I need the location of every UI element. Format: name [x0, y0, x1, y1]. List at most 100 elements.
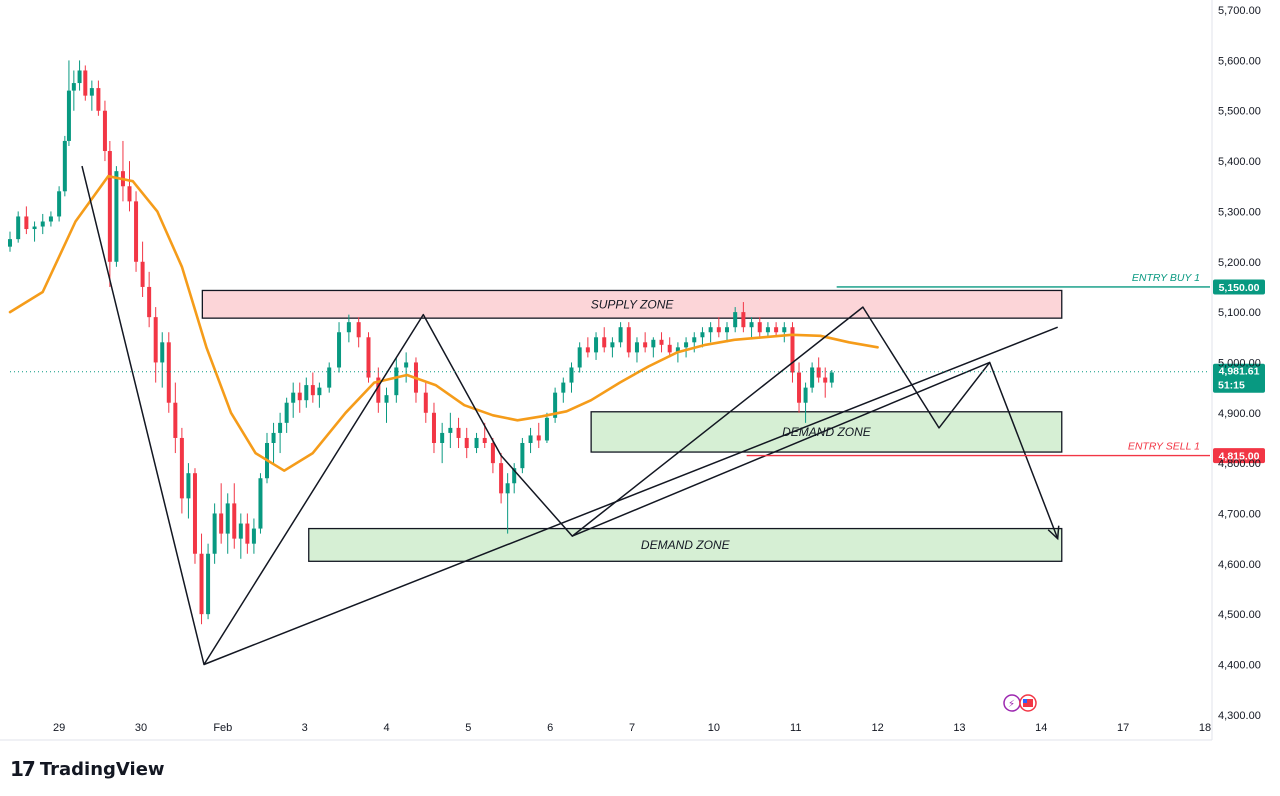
candle-body: [153, 317, 158, 363]
entry-sell-label: ENTRY SELL 1: [1128, 441, 1200, 453]
candle-body: [782, 327, 787, 333]
candle-body: [675, 347, 680, 353]
tradingview-logo-icon: 17: [10, 757, 36, 781]
candle-body: [765, 327, 770, 333]
x-tick-label: 18: [1199, 722, 1211, 734]
candle-body: [71, 83, 76, 91]
x-tick-label: 5: [465, 722, 471, 734]
candle-body: [569, 367, 574, 383]
candle-body: [618, 327, 623, 343]
candle-body: [238, 523, 243, 539]
candle-body: [456, 427, 461, 438]
supply-zone-label: SUPPLY ZONE: [591, 297, 675, 311]
candle-body: [700, 332, 705, 338]
candle-body: [797, 372, 802, 403]
candle-body: [304, 385, 309, 401]
candle-body: [327, 367, 332, 388]
candle-body: [173, 402, 178, 438]
candle-body: [774, 327, 779, 333]
candle-body: [553, 392, 558, 418]
candle-body: [212, 513, 217, 554]
candle-body: [140, 261, 145, 287]
candle-body: [245, 523, 250, 544]
entry-lines-layer: ENTRY BUY 1 5,150.00 ENTRY SELL 1 4,815.00 4…: [10, 272, 1265, 464]
x-tick-label: 30: [135, 722, 147, 734]
candle-body: [384, 395, 389, 403]
candle-body: [284, 402, 289, 423]
x-tick-label: 11: [790, 722, 801, 734]
y-tick-label: 4,800.00: [1218, 458, 1261, 470]
candle-body: [206, 553, 211, 615]
candle-body: [512, 468, 517, 484]
entry-sell-price-badge: [1213, 448, 1265, 464]
x-tick-label: 13: [953, 722, 965, 734]
demand-zone-box: [590, 411, 1063, 453]
candle-body: [659, 339, 664, 345]
candle-body: [134, 201, 139, 262]
candle-body: [643, 342, 648, 348]
candle-body: [536, 435, 541, 441]
candle-body: [24, 216, 29, 230]
candle-body: [667, 344, 672, 353]
candle-body: [634, 342, 639, 353]
y-tick-label: 5,700.00: [1218, 5, 1261, 17]
candle-body: [8, 239, 12, 247]
candle-body: [147, 286, 152, 318]
candle-countdown-text: 51:15: [1218, 380, 1245, 392]
candle-body: [829, 372, 834, 383]
arrow-head-icon: [1047, 525, 1060, 541]
moving-average-line: [8, 174, 879, 473]
x-axis[interactable]: 29 30 Feb 3 4 5 6 7 10 11 12 13 14 17 18: [53, 722, 1211, 734]
y-axis[interactable]: 5,700.00 5,600.00 5,500.00 5,400.00 5,300.00…: [1218, 5, 1261, 722]
lightning-glyph-icon: ⚡: [1008, 699, 1015, 710]
y-tick-label: 5,600.00: [1218, 55, 1261, 67]
candle-body: [48, 216, 53, 222]
demand-zone-label: DEMAND ZONE: [641, 538, 731, 552]
candle-body: [561, 382, 566, 393]
candle-body: [96, 88, 101, 111]
candle-body: [346, 322, 351, 333]
candle-body: [741, 312, 746, 328]
candle-body: [251, 528, 256, 544]
x-tick-label: 6: [547, 722, 553, 734]
x-tick-label: 4: [383, 722, 389, 734]
x-tick-label: 12: [871, 722, 883, 734]
y-tick-label: 4,300.00: [1218, 710, 1261, 722]
tradingview-logo: 17 TradingView: [10, 757, 165, 781]
candle-body: [440, 432, 445, 443]
flag-canton-icon: [1023, 699, 1027, 703]
candle-body: [404, 362, 409, 368]
candle-body: [577, 347, 582, 368]
pattern-lines-layer: [81, 165, 1060, 666]
candle-body: [310, 385, 315, 396]
candle-body: [816, 367, 821, 378]
candle-body: [160, 342, 165, 363]
candle-body: [708, 327, 713, 333]
candle-body: [225, 503, 230, 534]
candle-body: [585, 347, 590, 353]
candle-body: [757, 322, 762, 333]
x-tick-label: 3: [302, 722, 308, 734]
supply-zone-box: [201, 289, 1063, 319]
candle-body: [258, 478, 263, 529]
pattern-trend-line: [203, 326, 1058, 666]
candle-body: [482, 437, 487, 443]
y-tick-label: 4,500.00: [1218, 609, 1261, 621]
candle-body: [626, 327, 631, 353]
demand-zone-box: [308, 527, 1063, 562]
y-tick-label: 5,400.00: [1218, 156, 1261, 168]
y-tick-label: 5,300.00: [1218, 206, 1261, 218]
candle-body: [32, 226, 37, 230]
candle-body: [803, 387, 808, 403]
candle-body: [278, 422, 283, 433]
candle-body: [186, 473, 191, 499]
candle-body: [271, 432, 276, 443]
candle-body: [725, 327, 729, 333]
candle-body: [692, 337, 697, 343]
zones-layer: SUPPLY ZONE DEMAND ZONE DEMAND ZONE: [201, 289, 1063, 562]
event-icons[interactable]: ⚡: [1003, 694, 1037, 712]
y-tick-label: 4,600.00: [1218, 559, 1261, 571]
candle-body: [219, 513, 224, 534]
candle-body: [423, 392, 428, 413]
